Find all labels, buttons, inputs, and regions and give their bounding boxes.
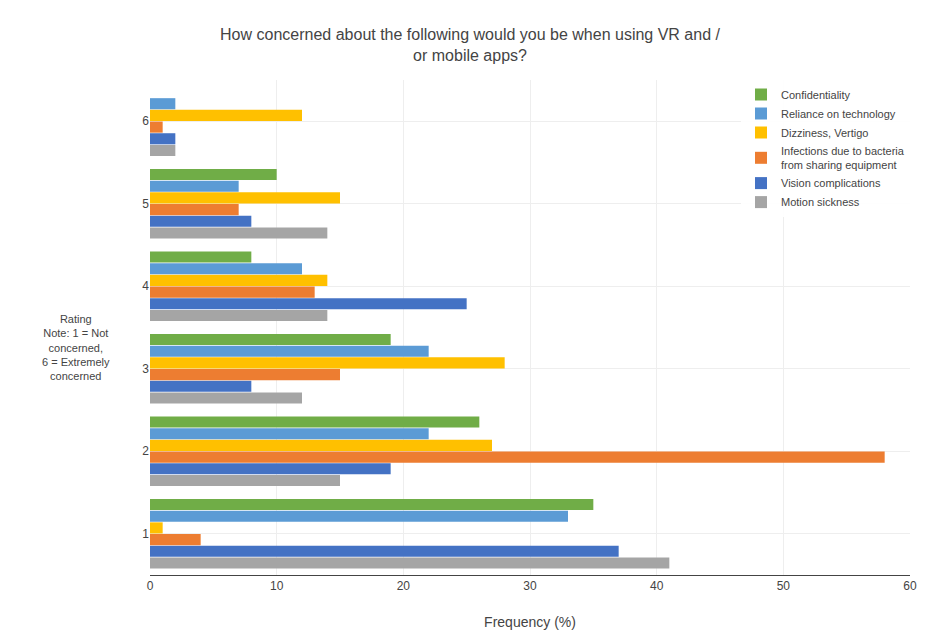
svg-text:Vision complications: Vision complications [781,177,881,189]
svg-text:4: 4 [142,279,149,293]
svg-text:2: 2 [142,444,149,458]
svg-text:How concerned about the follow: How concerned about the following would … [220,26,720,64]
svg-text:Dizziness, Vertigo: Dizziness, Vertigo [781,127,868,139]
svg-text:20: 20 [397,579,411,593]
svg-text:6: 6 [142,114,149,128]
svg-text:Confidentiality: Confidentiality [781,89,851,101]
svg-text:RatingNote: 1 = Notconcerned,6: RatingNote: 1 = Notconcerned,6 = Extreme… [42,313,110,382]
svg-text:50: 50 [777,579,791,593]
svg-text:40: 40 [650,579,664,593]
svg-text:10: 10 [270,579,284,593]
svg-text:5: 5 [142,197,149,211]
svg-text:Reliance on technology: Reliance on technology [781,108,896,120]
svg-text:Infections due to bacteriafrom: Infections due to bacteriafrom sharing e… [781,145,905,171]
svg-text:1: 1 [142,527,149,541]
svg-text:30: 30 [523,579,537,593]
svg-text:Frequency (%): Frequency (%) [484,614,576,630]
svg-text:60: 60 [903,579,917,593]
svg-text:Motion sickness: Motion sickness [781,196,860,208]
svg-text:0: 0 [147,579,154,593]
svg-text:3: 3 [142,362,149,376]
